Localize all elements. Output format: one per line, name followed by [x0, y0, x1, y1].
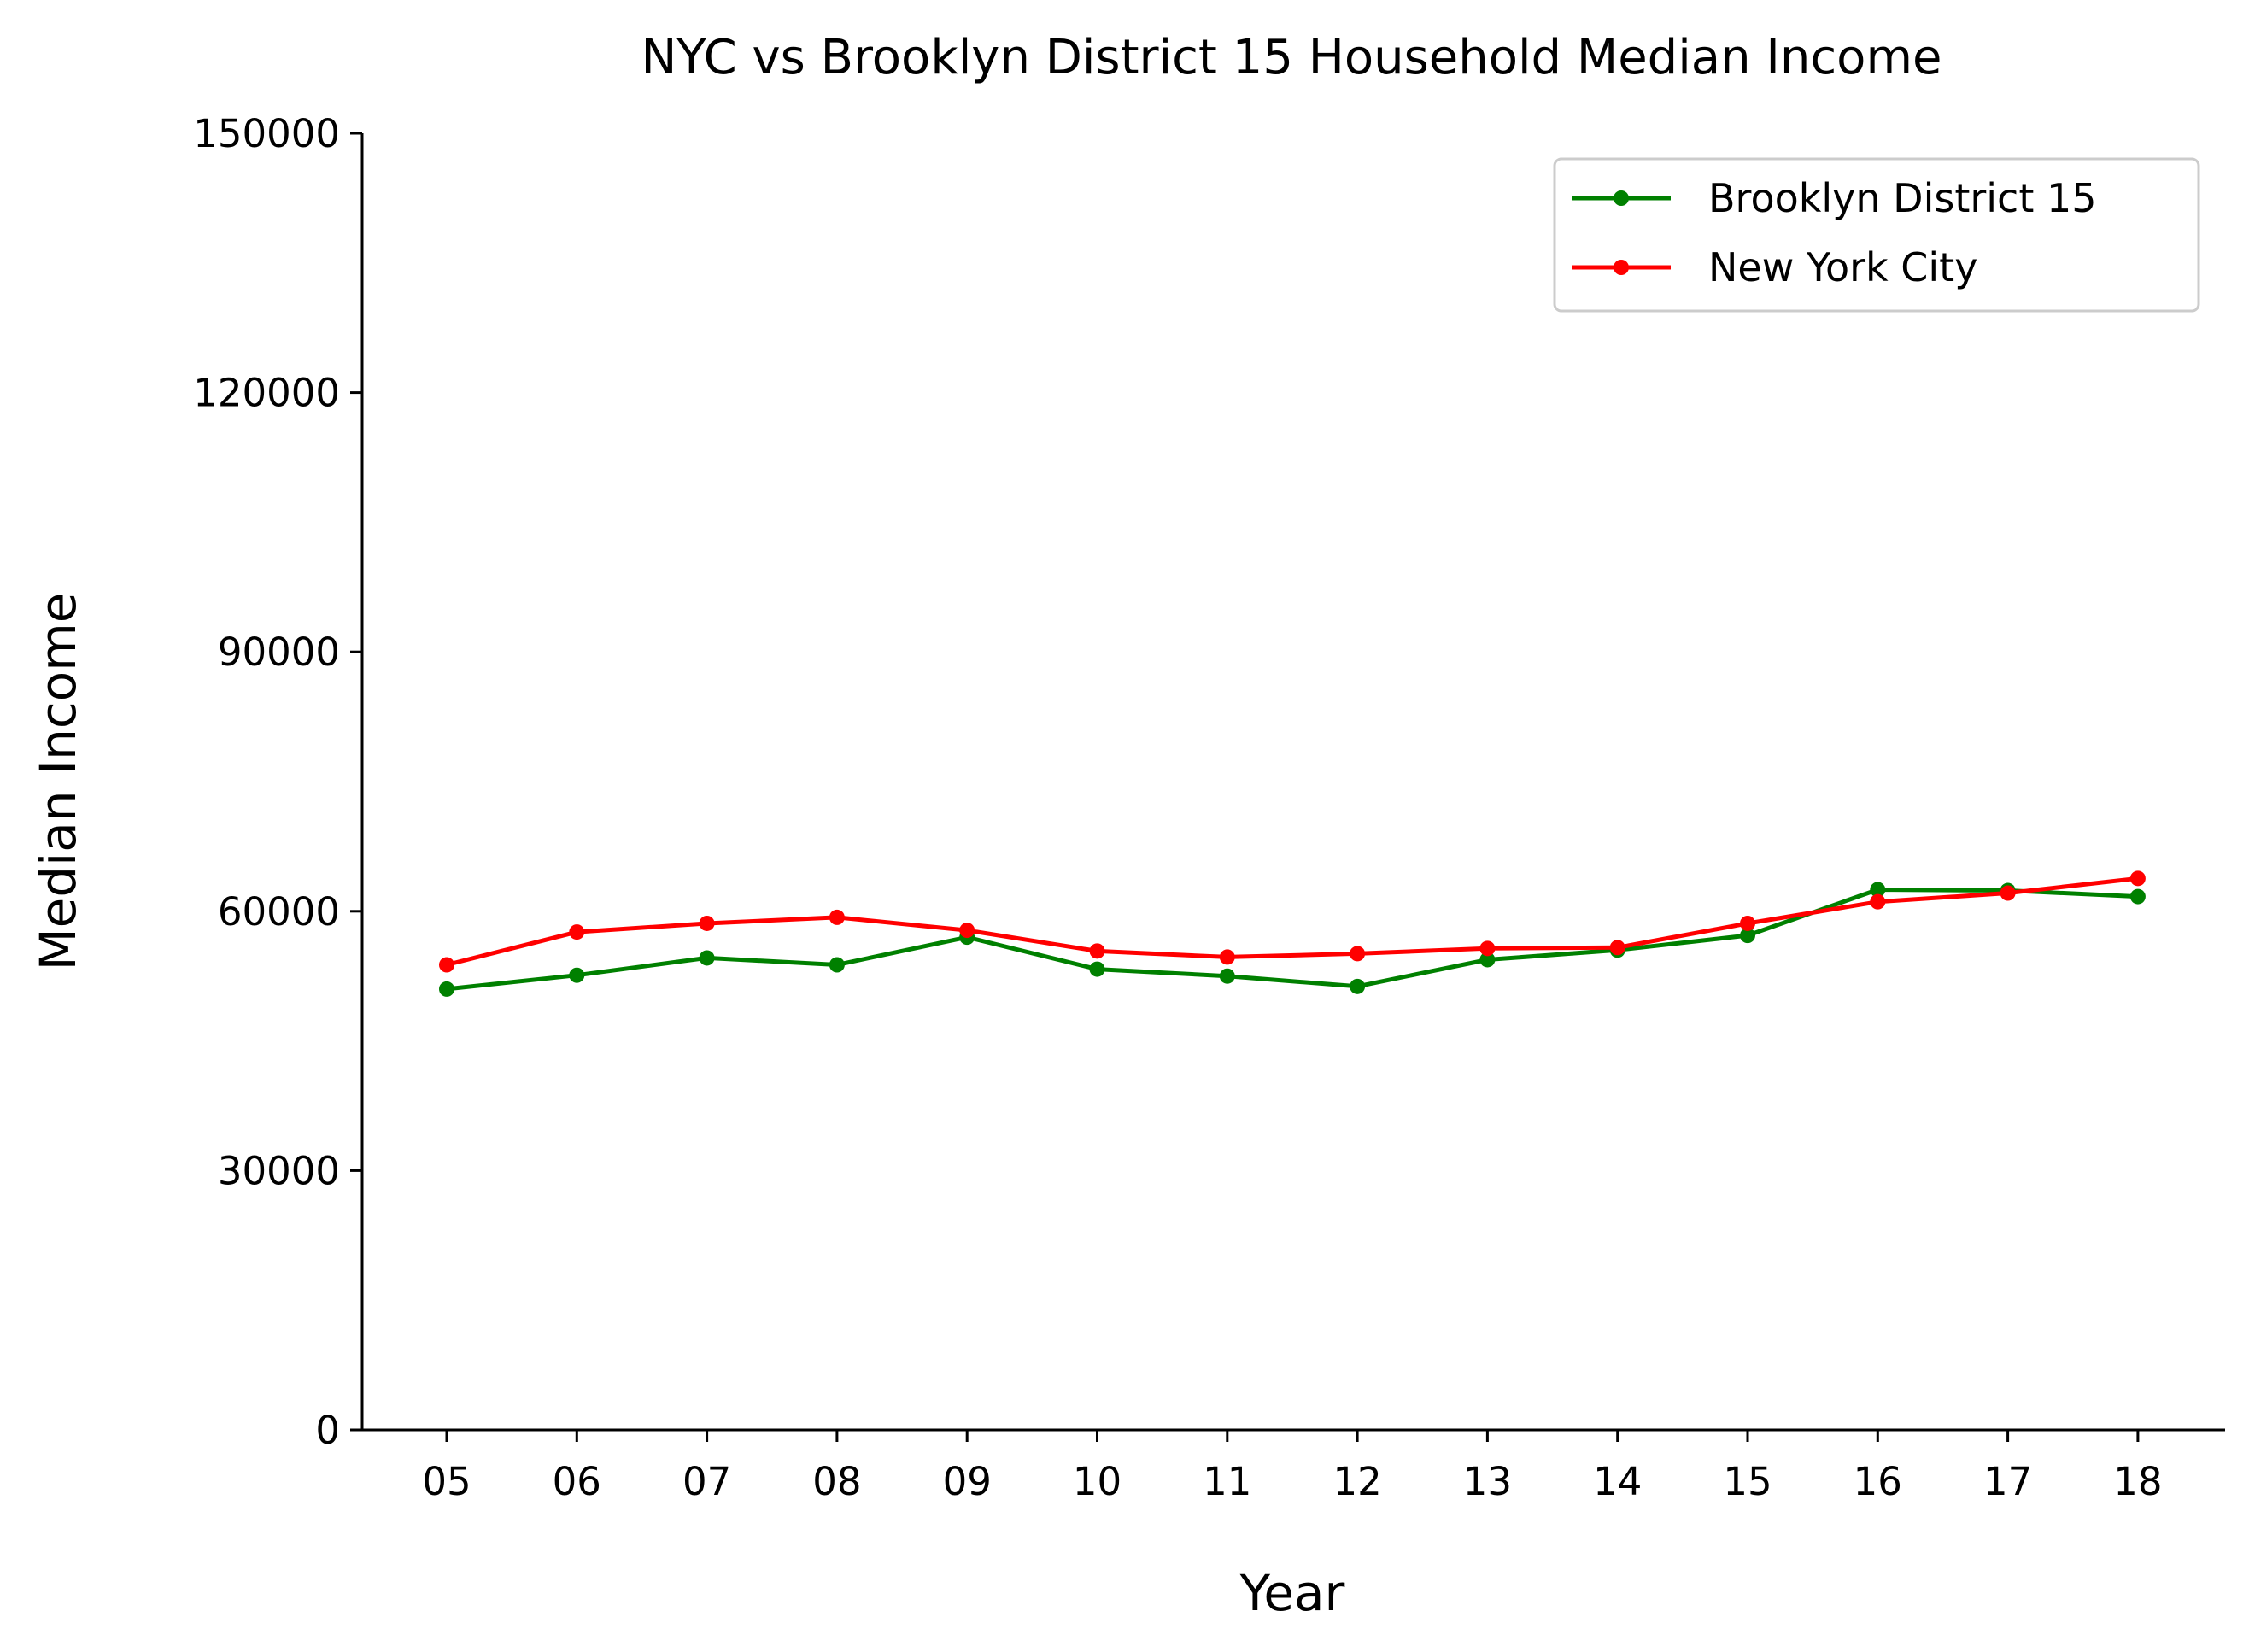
series-line-nyc: [446, 876, 2139, 967]
data-point-brooklyn: [2129, 888, 2146, 905]
y-tick-label: 0: [315, 1408, 340, 1453]
data-point-brooklyn: [569, 967, 585, 983]
y-tick-label: 60000: [218, 889, 340, 934]
legend-label-nyc: New York City: [1708, 244, 1977, 290]
x-tick-label: 10: [1073, 1459, 1122, 1504]
x-tick-label: 06: [553, 1459, 601, 1504]
x-tick-label: 07: [682, 1459, 731, 1504]
series-layer: [439, 870, 2146, 997]
data-point-nyc: [2000, 885, 2016, 901]
legend: Brooklyn District 15 New York City: [1553, 157, 2200, 313]
data-point-nyc: [1479, 940, 1496, 957]
chart-title: NYC vs Brooklyn District 15 Household Me…: [641, 30, 1942, 85]
y-tick-label: 30000: [218, 1148, 340, 1193]
x-tick-label: 12: [1332, 1459, 1381, 1504]
data-point-nyc: [959, 923, 975, 939]
legend-marker-brooklyn: [1614, 190, 1629, 206]
x-tick-label: 05: [422, 1459, 471, 1504]
y-tick-label: 120000: [193, 371, 340, 416]
x-tick-label: 14: [1593, 1459, 1642, 1504]
data-point-nyc: [1870, 893, 1886, 910]
data-point-nyc: [829, 909, 845, 925]
data-point-brooklyn: [1479, 952, 1496, 968]
data-point-nyc: [1089, 943, 1105, 959]
x-tick-label: 08: [812, 1459, 861, 1504]
x-tick-label: 17: [1983, 1459, 2032, 1504]
data-point-nyc: [1219, 949, 1235, 965]
data-point-nyc: [1350, 946, 1366, 962]
data-point-nyc: [699, 915, 715, 931]
series-line-brooklyn: [446, 888, 2139, 992]
x-tick-label: 16: [1854, 1459, 1902, 1504]
data-point-brooklyn: [439, 981, 454, 997]
data-point-nyc: [1740, 915, 1755, 931]
x-tick-label: 15: [1723, 1459, 1772, 1504]
x-tick-label: 11: [1203, 1459, 1251, 1504]
x-axis-title: Year: [1239, 1564, 1345, 1622]
data-point-brooklyn: [1870, 882, 1886, 898]
data-point-nyc: [569, 924, 585, 940]
legend-label-brooklyn: Brooklyn District 15: [1708, 175, 2097, 221]
x-tick-label: 18: [2113, 1459, 2162, 1504]
data-point-brooklyn: [1740, 928, 1755, 944]
data-point-nyc: [2129, 870, 2146, 887]
y-axis-ticks: 0 30000 60000 90000 120000 150000: [193, 111, 362, 1453]
legend-marker-nyc: [1614, 260, 1629, 275]
data-point-brooklyn: [1350, 978, 1366, 994]
y-axis-title: Median Income: [29, 593, 87, 971]
data-point-nyc: [1609, 940, 1625, 956]
data-point-brooklyn: [829, 957, 845, 973]
x-tick-label: 13: [1463, 1459, 1512, 1504]
data-point-brooklyn: [1089, 961, 1105, 977]
x-tick-label: 09: [943, 1459, 992, 1504]
y-tick-label: 150000: [193, 111, 340, 156]
legend-box: [1553, 157, 2200, 313]
x-axis-ticks: 05 06 07 08 09 10 11 12 13 14 15 16 17 18: [422, 1430, 2163, 1504]
data-point-brooklyn: [1219, 968, 1235, 984]
data-point-brooklyn: [699, 950, 715, 966]
data-point-nyc: [439, 957, 454, 973]
y-tick-label: 90000: [218, 630, 340, 675]
